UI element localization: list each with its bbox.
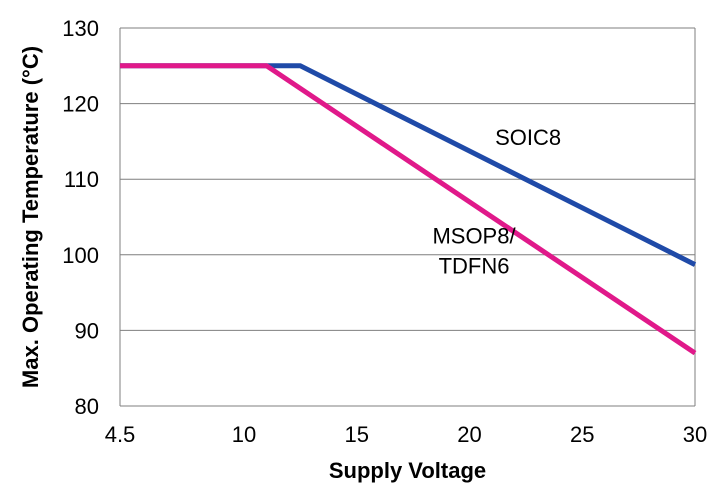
y-tick-label: 120: [62, 92, 99, 117]
x-tick-label: 25: [570, 422, 594, 447]
series-annotations: SOIC8 MSOP8/TDFN6: [432, 125, 561, 278]
series-lines: [120, 63, 697, 356]
series-line-0: [120, 63, 697, 267]
series-label-1: MSOP8/TDFN6: [432, 223, 516, 278]
gridlines: [120, 27, 695, 407]
y-tick-label: 80: [75, 394, 99, 419]
y-tick-label: 110: [64, 167, 99, 192]
x-tick-labels: 4.5 10 15 20 25 30: [105, 422, 708, 447]
series-line-1: [120, 63, 697, 356]
y-tick-label: 100: [62, 243, 99, 268]
x-tick-label: 10: [232, 422, 256, 447]
x-tick-label: 20: [457, 422, 481, 447]
x-tick-label: 15: [345, 422, 369, 447]
y-axis-title: Max. Operating Temperature (°C): [18, 46, 43, 388]
x-tick-label: 4.5: [105, 422, 136, 447]
y-tick-label: 130: [62, 16, 99, 41]
y-tick-label: 90: [75, 318, 99, 343]
x-tick-label: 30: [683, 422, 707, 447]
series-label-0: SOIC8: [495, 125, 561, 150]
x-axis-title: Supply Voltage: [329, 458, 486, 483]
y-tick-labels: 80 90 100 110 120 130: [62, 16, 99, 419]
